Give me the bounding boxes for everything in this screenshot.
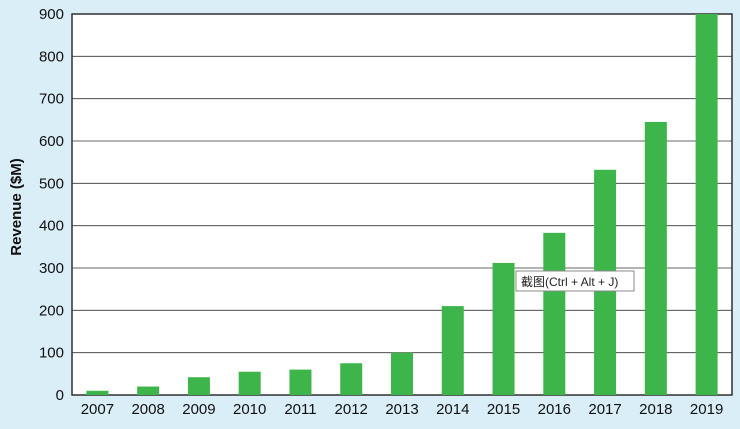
bar-2007 [86,390,109,395]
x-tick-label: 2014 [436,401,469,418]
y-tick-label: 100 [39,345,64,362]
x-tick-label: 2008 [131,401,164,418]
bar-2018 [644,121,667,395]
bar-2012 [340,363,363,395]
y-tick-label: 700 [39,91,64,108]
x-tick-labels: 2007 2008 2009 2010 2011 2012 2013 2014 2015 2016… [81,401,724,418]
bar-2013 [391,352,413,395]
bar-2015 [492,262,515,395]
x-tick-label: 2013 [385,401,418,418]
y-tick-label: 400 [39,218,64,235]
x-tick-label: 2011 [284,401,316,418]
tooltip-box [515,270,635,292]
bars [86,14,718,395]
y-tick-label: 800 [39,48,64,65]
gridlines [72,55,732,354]
x-tick-label: 2018 [639,401,672,418]
x-tick-label: 2010 [233,401,266,418]
x-tick-label: 2015 [487,401,520,418]
plot-area [71,13,733,396]
screenshot-tooltip: 截图(Ctrl + Alt + J) [515,270,635,292]
bar-2009 [187,377,210,395]
y-tick-label: 300 [39,260,64,277]
x-tick-label: 2019 [690,401,723,418]
tooltip-text: 截图(Ctrl + Alt + J) [521,275,618,289]
y-tick-labels: 0 100 200 300 400 500 600 700 800 900 [39,6,64,404]
y-tick-label: 900 [39,6,64,23]
bar-2016 [543,232,566,395]
y-tick-label: 600 [39,133,64,150]
bar-2014 [441,306,464,395]
y-tick-label: 200 [39,302,64,319]
bar-2010 [238,371,261,395]
x-tick-label: 2009 [182,401,215,418]
bar-2019 [695,14,718,395]
bar-2008 [137,386,160,395]
x-tick-label: 2016 [538,401,571,418]
x-tick-label: 2007 [81,401,114,418]
y-tick-label: 0 [56,387,64,404]
y-tick-label: 500 [39,175,64,192]
x-tick-label: 2017 [588,401,621,418]
bar-2011 [289,369,312,395]
x-tick-label: 2012 [335,401,368,418]
y-axis-title: Revenue ($M) [8,158,25,256]
